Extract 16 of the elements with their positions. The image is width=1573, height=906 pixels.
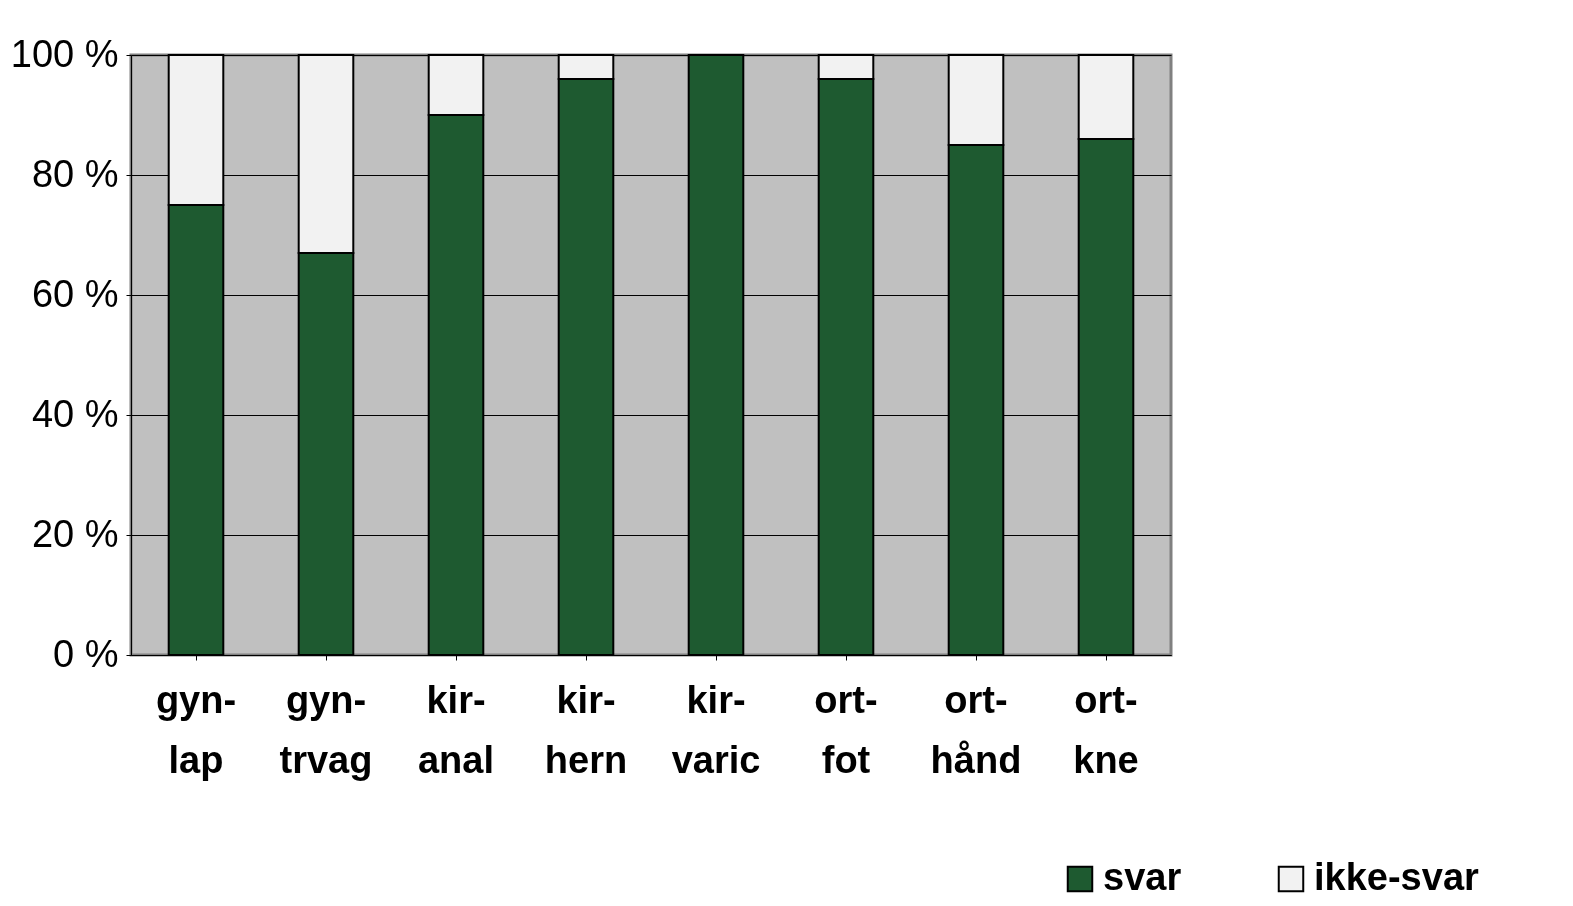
x-tick-label: ort-kne xyxy=(1073,678,1139,781)
x-tick-label: kir-varic xyxy=(671,678,761,781)
y-tick-label: 60 % xyxy=(31,272,119,315)
x-tick-label: ort-hånd xyxy=(930,678,1022,781)
y-tick-label: 100 % xyxy=(10,32,119,75)
y-tick-label: 20 % xyxy=(31,512,119,555)
x-tick-label: ort-fot xyxy=(814,678,878,781)
x-tick-label: gyn-trvag xyxy=(279,678,373,781)
x-tick-label: gyn-lap xyxy=(155,678,237,781)
y-tick-label: 0 % xyxy=(53,632,119,675)
y-tick-label: 80 % xyxy=(31,152,119,195)
x-tick-label: kir-hern xyxy=(544,678,628,781)
legend-label: svar xyxy=(1103,856,1182,898)
legend-label: ikke-svar xyxy=(1314,856,1480,898)
x-tick-label: kir-anal xyxy=(417,678,495,781)
y-tick-label: 40 % xyxy=(31,392,119,435)
